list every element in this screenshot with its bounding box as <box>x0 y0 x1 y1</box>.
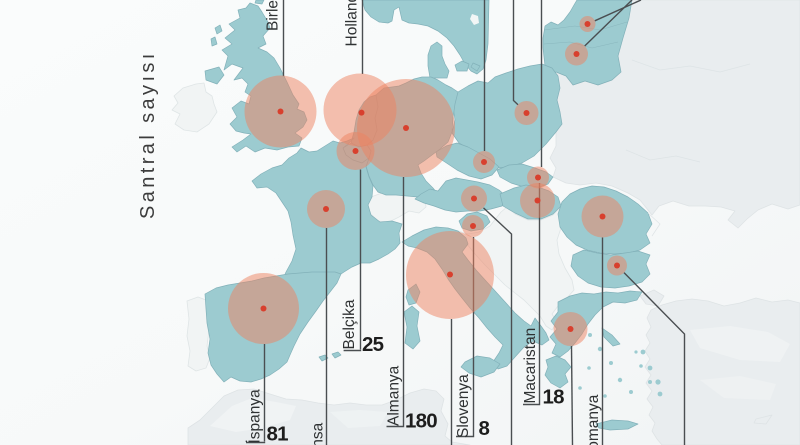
svg-text:Santral sayısı: Santral sayısı <box>137 50 159 219</box>
svg-text:Fransa: Fransa <box>310 422 327 445</box>
svg-text:8: 8 <box>479 417 490 440</box>
svg-text:Birleşik Krallık: Birleşik Krallık <box>265 0 282 31</box>
svg-text:81: 81 <box>267 423 289 445</box>
svg-text:Slovenya: Slovenya <box>455 374 472 438</box>
svg-text:Belçika: Belçika <box>341 299 358 349</box>
svg-text:25: 25 <box>362 333 384 356</box>
svg-text:180: 180 <box>405 410 437 433</box>
svg-text:18: 18 <box>543 386 565 409</box>
svg-text:Macaristan: Macaristan <box>522 328 539 404</box>
svg-text:Romanya: Romanya <box>585 394 602 445</box>
svg-text:Hollanda: Hollanda <box>344 0 361 47</box>
svg-text:İspanya: İspanya <box>246 389 264 444</box>
svg-text:Almanya: Almanya <box>386 365 403 426</box>
